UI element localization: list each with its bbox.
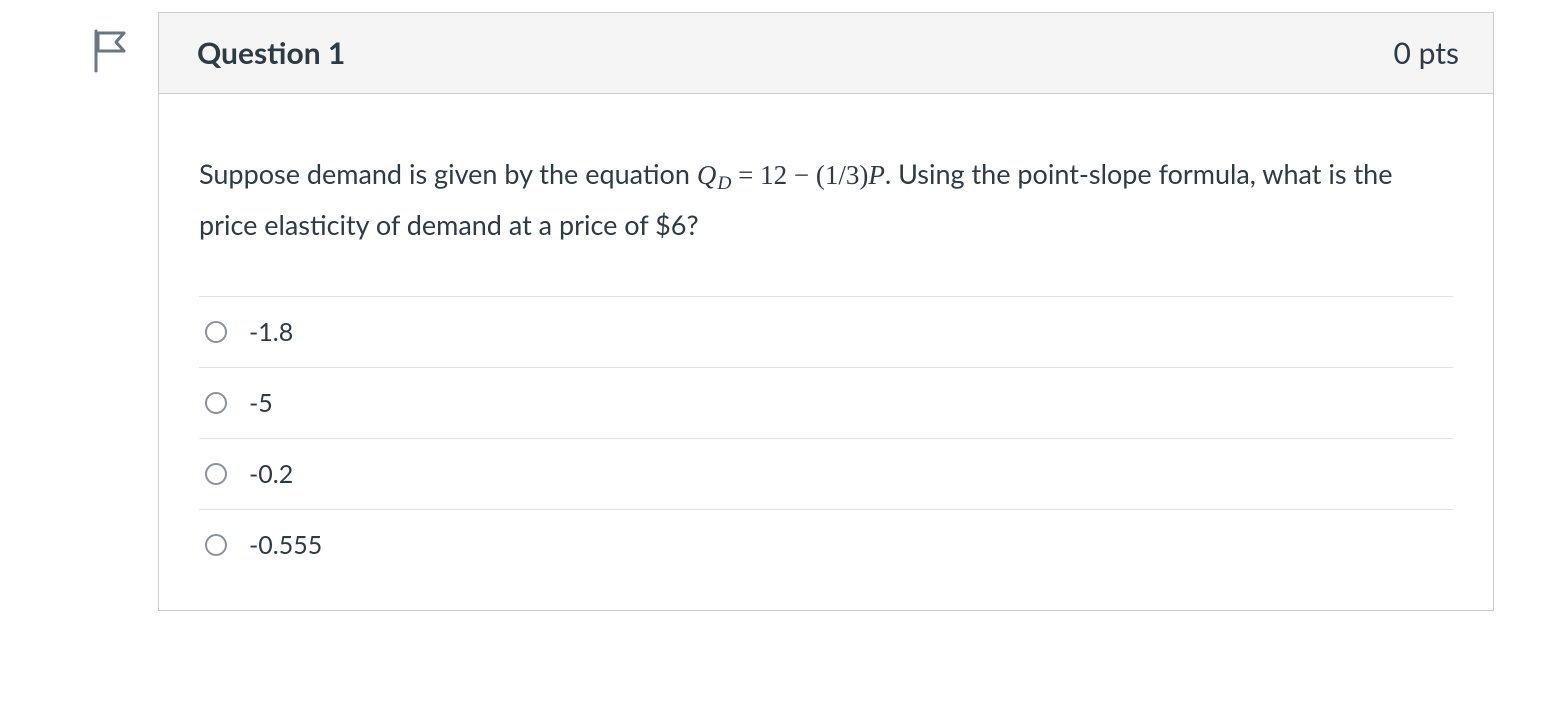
- radio-icon[interactable]: [205, 534, 227, 556]
- radio-icon[interactable]: [205, 321, 227, 343]
- quiz-page: Question 1 0 pts Suppose demand is given…: [0, 0, 1548, 728]
- eq-lhs-sym: Q: [697, 160, 717, 190]
- eq-lhs-sub: D: [716, 173, 731, 194]
- eq-rhs-const: 12: [760, 160, 787, 190]
- question-points: 0 pts: [1394, 35, 1459, 71]
- radio-icon[interactable]: [205, 463, 227, 485]
- answer-label: -0.2: [249, 459, 293, 489]
- question-prompt: Suppose demand is given by the equation …: [199, 150, 1453, 248]
- answer-label: -1.8: [249, 317, 293, 347]
- flag-icon[interactable]: [92, 28, 130, 74]
- question-header: Question 1 0 pts: [159, 13, 1493, 94]
- eq-equals: =: [731, 160, 760, 190]
- answer-label: -0.555: [249, 530, 322, 560]
- eq-rhs-coef: (1/3): [816, 160, 868, 190]
- eq-minus: −: [787, 160, 816, 190]
- answer-label: -5: [249, 388, 273, 418]
- question-body: Suppose demand is given by the equation …: [159, 94, 1493, 610]
- prompt-text-pre: Suppose demand is given by the equation: [199, 157, 697, 190]
- radio-icon[interactable]: [205, 392, 227, 414]
- answer-option[interactable]: -0.555: [199, 509, 1453, 570]
- answer-option[interactable]: -1.8: [199, 296, 1453, 367]
- answer-option[interactable]: -5: [199, 367, 1453, 438]
- question-title: Question 1: [197, 35, 345, 71]
- eq-rhs-var: P: [868, 160, 885, 190]
- question-card: Question 1 0 pts Suppose demand is given…: [158, 12, 1494, 611]
- answer-option[interactable]: -0.2: [199, 438, 1453, 509]
- answer-list: -1.8 -5 -0.2 -0.555: [199, 296, 1453, 570]
